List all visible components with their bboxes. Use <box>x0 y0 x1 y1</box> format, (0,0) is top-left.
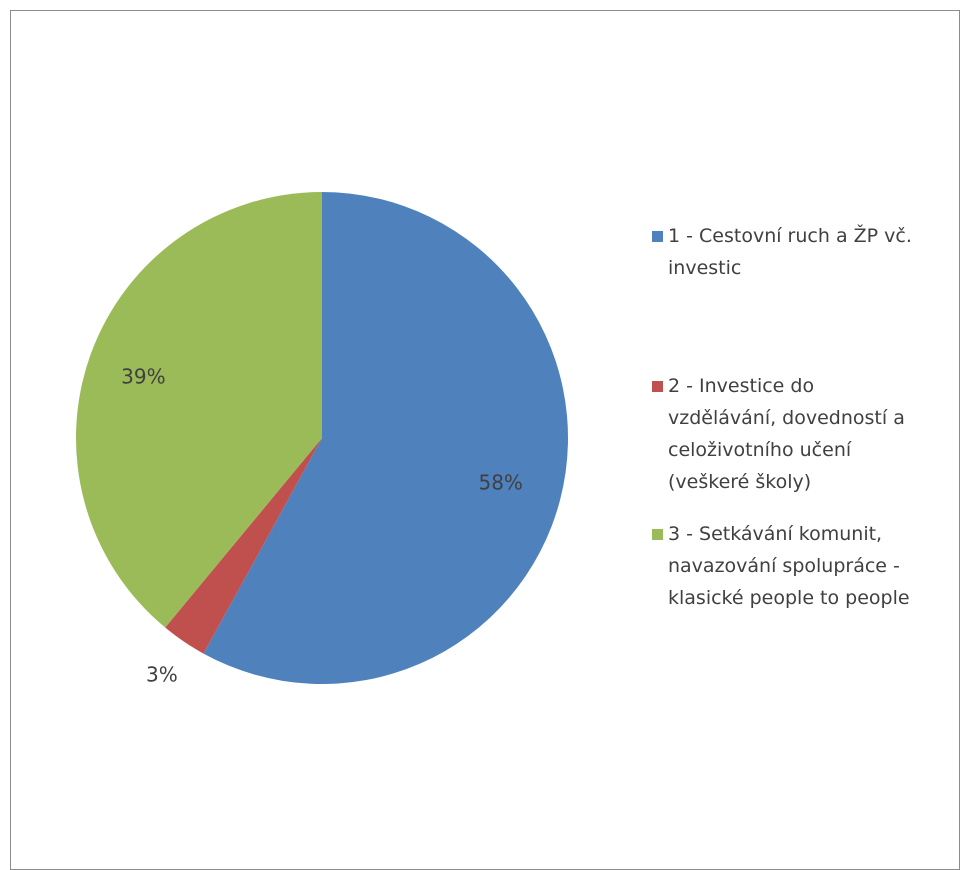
pie-slice-3 <box>75 192 322 628</box>
pie-data-label-2: 3% <box>146 662 178 686</box>
legend-text-1-line-1: 1 - Cestovní ruch a ŽP vč. <box>668 225 912 247</box>
legend-item-1: 1 - Cestovní ruch a ŽP vč. investic <box>652 220 966 284</box>
legend-swatch-2 <box>652 381 663 392</box>
legend-swatch-1 <box>652 231 663 242</box>
pie-slices <box>75 191 569 684</box>
pie-data-label-1: 58% <box>478 470 522 494</box>
legend-text-2-line-3: celoživotního učení <box>668 439 852 461</box>
legend-text-3-line-1: 3 - Setkávání komunit, <box>668 523 883 545</box>
legend-item-3: 3 - Setkávání komunit, navazování spolup… <box>652 518 966 614</box>
pie-slice-1 <box>203 191 569 684</box>
legend-text-2-line-2: vzdělávání, dovedností a <box>668 407 905 429</box>
legend-item-2: 2 - Investice do vzdělávání, dovedností … <box>652 370 966 498</box>
legend-swatch-3 <box>652 529 663 540</box>
legend-text-3-line-3: klasické people to people <box>668 587 910 609</box>
legend-text-2-line-4: (veškeré školy) <box>668 471 812 493</box>
legend-text-1-line-2: investic <box>668 257 742 279</box>
pie-data-label-3: 39% <box>121 365 165 389</box>
legend-text-3-line-2: navazování spolupráce - <box>668 555 900 577</box>
pie-data-labels: 58% 3% 39% <box>121 365 523 687</box>
legend-text-2-line-1: 2 - Investice do <box>668 375 815 397</box>
pie-slice-2 <box>165 438 322 654</box>
